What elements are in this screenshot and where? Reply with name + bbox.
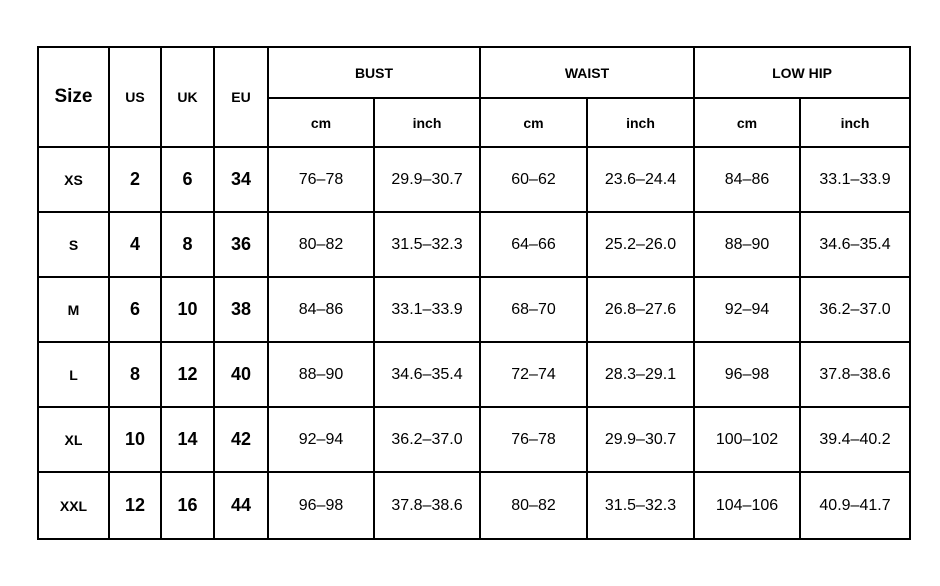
size-number: 12	[160, 341, 215, 408]
measurement: 31.5–32.3	[373, 211, 481, 278]
measurement: 33.1–33.9	[373, 276, 481, 343]
size-number: 38	[213, 276, 269, 343]
measurement: 84–86	[693, 146, 801, 213]
uk-header: UK	[160, 46, 215, 148]
measurement: 31.5–32.3	[586, 471, 695, 540]
unit-header: inch	[373, 97, 481, 148]
size-cell: XL	[37, 406, 110, 473]
size-number: 6	[108, 276, 162, 343]
measurement: 92–94	[267, 406, 375, 473]
size-number: 44	[213, 471, 269, 540]
measurement: 96–98	[693, 341, 801, 408]
size-number: 8	[108, 341, 162, 408]
measurement: 64–66	[479, 211, 588, 278]
size-number: 10	[160, 276, 215, 343]
eu-header: EU	[213, 46, 269, 148]
measurement: 39.4–40.2	[798, 406, 912, 473]
measurement: 34.6–35.4	[373, 341, 481, 408]
measurement: 40.9–41.7	[798, 471, 912, 540]
measurement: 37.8–38.6	[373, 471, 481, 540]
size-number: 4	[108, 211, 162, 278]
measurement: 88–90	[267, 341, 375, 408]
measurement: 72–74	[479, 341, 588, 408]
measurement: 76–78	[267, 146, 375, 213]
size-number: 2	[108, 146, 162, 213]
measurement: 88–90	[693, 211, 801, 278]
size-number: 6	[160, 146, 215, 213]
measurement: 29.9–30.7	[373, 146, 481, 213]
measurement: 33.1–33.9	[798, 146, 912, 213]
unit-header: inch	[798, 97, 912, 148]
size-number: 36	[213, 211, 269, 278]
table-row: cm inch cm inch cm inch	[38, 97, 912, 148]
size-number: 8	[160, 211, 215, 278]
measurement: 100–102	[693, 406, 801, 473]
measurement: 36.2–37.0	[798, 276, 912, 343]
unit-header: inch	[586, 97, 695, 148]
size-number: 40	[213, 341, 269, 408]
table-row: L 8 12 40 88–90 34.6–35.4 72–74 28.3–29.1 96–98 3…	[37, 341, 912, 408]
table-row: Size US UK EU BUST WAIST LOW HIP	[37, 46, 912, 148]
measurement: 25.2–26.0	[586, 211, 695, 278]
unit-header: cm	[479, 97, 588, 148]
measurement: 28.3–29.1	[586, 341, 695, 408]
table-row: XS 2 6 34 76–78 29.9–30.7 60–62 23.6–24.4 84–86 3…	[37, 146, 912, 213]
table-row: XL 10 14 42 92–94 36.2–37.0 76–78 29.9–30.7 100–…	[37, 406, 912, 473]
measurement: 60–62	[479, 146, 588, 213]
table-row: XXL 12 16 44 96–98 37.8–38.6 80–82 31.5–32.3 104…	[37, 471, 912, 540]
unit-header: cm	[693, 97, 801, 148]
size-chart: Size US UK EU BUST WAIST LOW HIP cm inch cm inch cm…	[37, 46, 912, 540]
measurement: 26.8–27.6	[586, 276, 695, 343]
size-cell: S	[37, 211, 110, 278]
unit-header: cm	[267, 97, 375, 148]
size-cell: XS	[37, 146, 110, 213]
measurement: 80–82	[479, 471, 588, 540]
measurement: 104–106	[693, 471, 801, 540]
measurement: 80–82	[267, 211, 375, 278]
measurement: 68–70	[479, 276, 588, 343]
size-number: 10	[108, 406, 162, 473]
size-number: 16	[160, 471, 215, 540]
us-header: US	[108, 46, 162, 148]
group-header: LOW HIP	[692, 46, 912, 99]
size-number: 42	[213, 406, 269, 473]
size-header: Size	[37, 46, 110, 148]
measurement: 92–94	[693, 276, 801, 343]
measurement: 23.6–24.4	[586, 146, 695, 213]
measurement: 96–98	[267, 471, 375, 540]
measurement: 36.2–37.0	[373, 406, 481, 473]
group-header: WAIST	[479, 46, 695, 99]
size-number: 14	[160, 406, 215, 473]
size-cell: L	[37, 341, 110, 408]
group-header: BUST	[267, 46, 481, 99]
size-cell: M	[37, 276, 110, 343]
size-number: 12	[108, 471, 162, 540]
table-row: S 4 8 36 80–82 31.5–32.3 64–66 25.2–26.0 88–90 34…	[37, 211, 912, 278]
table-row: M 6 10 38 84–86 33.1–33.9 68–70 26.8–27.6 92–94 3…	[37, 276, 912, 343]
measurement: 34.6–35.4	[798, 211, 912, 278]
measurement: 29.9–30.7	[586, 406, 695, 473]
measurement: 37.8–38.6	[798, 341, 912, 408]
size-number: 34	[213, 146, 269, 213]
measurement: 76–78	[479, 406, 588, 473]
measurement: 84–86	[267, 276, 375, 343]
size-cell: XXL	[37, 471, 110, 540]
